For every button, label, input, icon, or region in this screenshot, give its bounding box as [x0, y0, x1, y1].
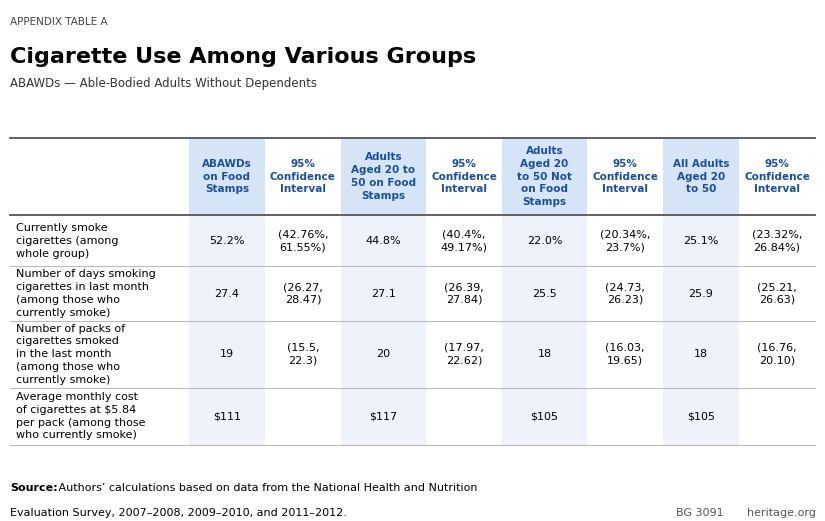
Text: Number of days smoking
cigarettes in last month
(among those who
currently smoke: Number of days smoking cigarettes in las…: [16, 269, 156, 318]
Text: 44.8%: 44.8%: [365, 235, 401, 246]
Text: BG 3091: BG 3091: [676, 508, 724, 518]
Text: ABAWDs
on Food
Stamps: ABAWDs on Food Stamps: [202, 159, 252, 194]
FancyBboxPatch shape: [663, 321, 739, 388]
Text: Evaluation Survey, 2007–2008, 2009–2010, and 2011–2012.: Evaluation Survey, 2007–2008, 2009–2010,…: [10, 508, 346, 518]
Text: (16.03,
19.65): (16.03, 19.65): [606, 343, 644, 366]
Text: heritage.org: heritage.org: [747, 508, 815, 518]
Text: 18: 18: [537, 349, 552, 359]
Text: $105: $105: [687, 411, 715, 421]
Text: 25.5: 25.5: [532, 289, 557, 299]
Text: 25.9: 25.9: [689, 289, 714, 299]
Text: (26.27,
28.47): (26.27, 28.47): [283, 282, 323, 305]
FancyBboxPatch shape: [341, 138, 426, 215]
FancyBboxPatch shape: [189, 215, 265, 266]
Text: $117: $117: [370, 411, 398, 421]
Text: 95%
Confidence
Interval: 95% Confidence Interval: [270, 159, 336, 194]
Text: (16.76,
20.10): (16.76, 20.10): [757, 343, 797, 366]
Text: 52.2%: 52.2%: [209, 235, 244, 246]
FancyBboxPatch shape: [663, 215, 739, 266]
Text: 27.4: 27.4: [214, 289, 239, 299]
Text: 20: 20: [376, 349, 390, 359]
Text: All Adults
Aged 20
to 50: All Adults Aged 20 to 50: [672, 159, 729, 194]
FancyBboxPatch shape: [189, 388, 265, 445]
Text: Average monthly cost
of cigarettes at $5.84
per pack (among those
who currently : Average monthly cost of cigarettes at $5…: [16, 392, 146, 440]
FancyBboxPatch shape: [341, 321, 426, 388]
Text: Number of packs of
cigarettes smoked
in the last month
(among those who
currentl: Number of packs of cigarettes smoked in …: [16, 324, 125, 385]
Text: $111: $111: [213, 411, 241, 421]
Text: 18: 18: [694, 349, 708, 359]
Text: 27.1: 27.1: [371, 289, 396, 299]
Text: Authors’ calculations based on data from the National Health and Nutrition: Authors’ calculations based on data from…: [55, 483, 478, 493]
FancyBboxPatch shape: [10, 321, 815, 388]
Text: 95%
Confidence
Interval: 95% Confidence Interval: [431, 159, 497, 194]
Text: 95%
Confidence
Interval: 95% Confidence Interval: [744, 159, 810, 194]
Text: 22.0%: 22.0%: [526, 235, 562, 246]
FancyBboxPatch shape: [502, 388, 587, 445]
Text: Cigarette Use Among Various Groups: Cigarette Use Among Various Groups: [10, 47, 476, 67]
Text: (20.34%,
23.7%): (20.34%, 23.7%): [600, 229, 650, 252]
FancyBboxPatch shape: [10, 388, 815, 445]
Text: (40.4%,
49.17%): (40.4%, 49.17%): [441, 229, 488, 252]
Text: (17.97,
22.62): (17.97, 22.62): [444, 343, 484, 366]
FancyBboxPatch shape: [10, 266, 815, 321]
FancyBboxPatch shape: [663, 138, 739, 215]
FancyBboxPatch shape: [663, 388, 739, 445]
Text: $105: $105: [530, 411, 559, 421]
FancyBboxPatch shape: [341, 388, 426, 445]
FancyBboxPatch shape: [502, 321, 587, 388]
Text: Adults
Aged 20
to 50 Not
on Food
Stamps: Adults Aged 20 to 50 Not on Food Stamps: [517, 146, 572, 207]
FancyBboxPatch shape: [10, 215, 815, 266]
Text: Adults
Aged 20 to
50 on Food
Stamps: Adults Aged 20 to 50 on Food Stamps: [351, 153, 416, 201]
FancyBboxPatch shape: [502, 215, 587, 266]
Text: (26.39,
27.84): (26.39, 27.84): [444, 282, 483, 305]
FancyBboxPatch shape: [189, 266, 265, 321]
Text: ABAWDs — Able-Bodied Adults Without Dependents: ABAWDs — Able-Bodied Adults Without Depe…: [10, 77, 317, 90]
Text: 19: 19: [219, 349, 234, 359]
Text: (25.21,
26.63): (25.21, 26.63): [757, 282, 797, 305]
FancyBboxPatch shape: [341, 266, 426, 321]
Text: (23.32%,
26.84%): (23.32%, 26.84%): [752, 229, 802, 252]
FancyBboxPatch shape: [189, 138, 265, 215]
FancyBboxPatch shape: [189, 321, 265, 388]
Text: (24.73,
26.23): (24.73, 26.23): [605, 282, 645, 305]
Text: 25.1%: 25.1%: [683, 235, 719, 246]
FancyBboxPatch shape: [502, 266, 587, 321]
Text: (42.76%,
61.55%): (42.76%, 61.55%): [278, 229, 328, 252]
Text: Source:: Source:: [10, 483, 58, 493]
Text: 95%
Confidence
Interval: 95% Confidence Interval: [592, 159, 658, 194]
Text: (15.5,
22.3): (15.5, 22.3): [286, 343, 319, 366]
FancyBboxPatch shape: [502, 138, 587, 215]
Text: APPENDIX TABLE A: APPENDIX TABLE A: [10, 17, 107, 27]
FancyBboxPatch shape: [663, 266, 739, 321]
FancyBboxPatch shape: [341, 215, 426, 266]
Text: Currently smoke
cigarettes (among
whole group): Currently smoke cigarettes (among whole …: [16, 223, 119, 258]
